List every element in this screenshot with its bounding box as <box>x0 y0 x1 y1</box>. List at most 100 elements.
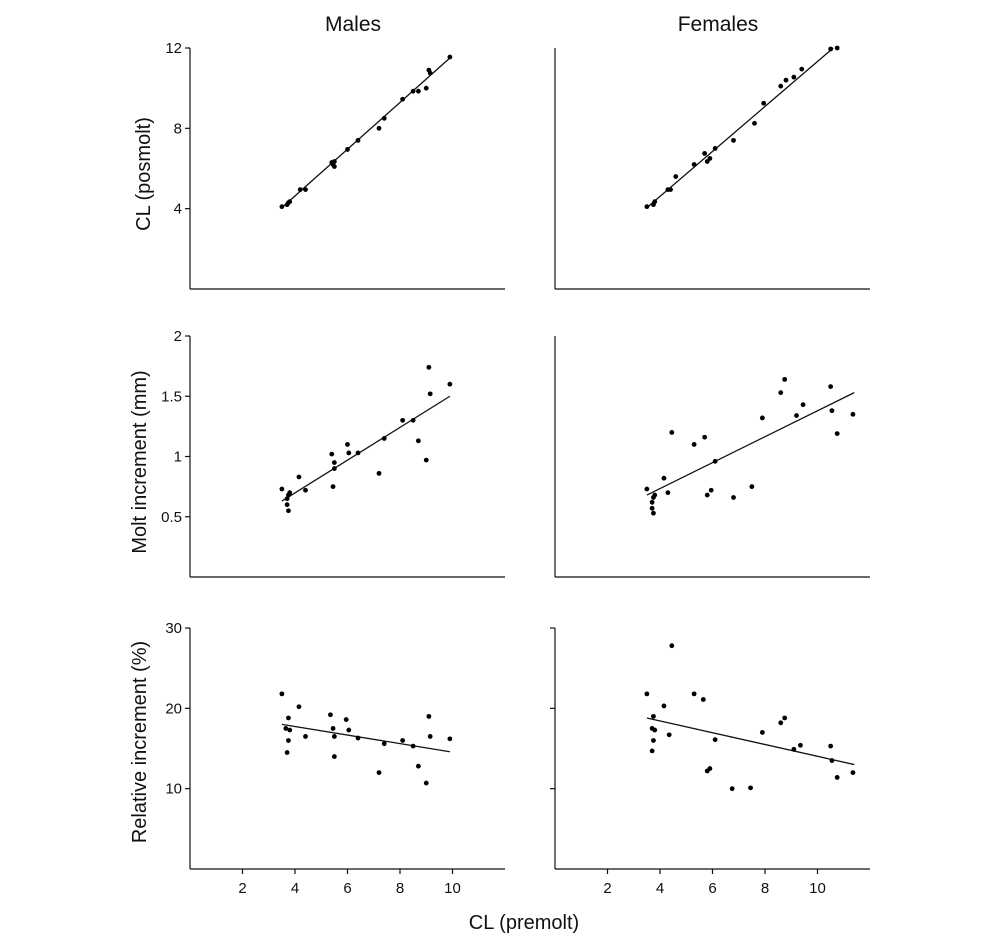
data-point <box>296 474 302 480</box>
data-point <box>828 46 834 52</box>
regression-line <box>646 47 834 209</box>
data-point <box>707 156 713 161</box>
data-point <box>355 450 361 456</box>
data-point <box>649 748 655 754</box>
data-point <box>287 490 293 496</box>
data-point <box>286 738 291 743</box>
data-point <box>283 726 289 731</box>
data-point <box>284 750 290 755</box>
data-point <box>329 451 335 457</box>
data-point <box>712 737 718 743</box>
data-point <box>712 146 718 151</box>
data-point <box>778 720 784 726</box>
data-point <box>410 417 416 423</box>
data-point <box>798 742 803 748</box>
data-point <box>651 713 656 719</box>
data-point <box>702 151 708 156</box>
data-point <box>712 458 718 464</box>
panel-males-molt-increment: 0.5 1 1.5 2 <box>161 328 505 578</box>
y-tick-label: 1 <box>174 449 182 466</box>
data-point <box>426 364 432 370</box>
x-tick-label: 10 <box>444 880 461 897</box>
data-point <box>423 85 429 91</box>
data-point <box>284 496 290 502</box>
data-point <box>673 174 679 179</box>
data-point <box>691 442 697 447</box>
data-point <box>800 402 806 408</box>
data-point <box>415 88 421 94</box>
column-title-females: Females <box>678 13 759 36</box>
data-point <box>759 730 765 735</box>
data-point <box>828 384 834 390</box>
data-point <box>331 159 337 164</box>
y-tick-label: 10 <box>165 781 182 798</box>
data-point <box>376 125 382 131</box>
x-tick-label: 4 <box>656 880 664 897</box>
data-point <box>415 763 421 769</box>
data-point <box>331 754 337 759</box>
data-point <box>279 486 285 492</box>
data-point <box>331 734 337 739</box>
ylabel-molt-increment: Molt increment (mm) <box>129 370 151 553</box>
data-point <box>426 713 432 719</box>
data-point <box>708 487 714 493</box>
data-point <box>331 466 337 471</box>
data-point <box>331 164 337 169</box>
x-tick-label: 2 <box>238 880 246 897</box>
data-point <box>782 715 788 721</box>
data-point <box>376 470 382 476</box>
x-tick-label: 6 <box>343 880 351 897</box>
regression-line <box>281 57 451 209</box>
x-tick-label: 4 <box>291 880 299 897</box>
panel-females-molt-increment <box>554 336 870 578</box>
data-point <box>287 199 293 205</box>
data-point <box>651 738 656 743</box>
data-point <box>376 770 382 775</box>
data-point <box>296 704 302 710</box>
data-point <box>731 137 736 143</box>
data-point <box>355 735 361 741</box>
data-point <box>778 390 784 396</box>
data-point <box>447 736 453 742</box>
data-point <box>644 204 650 210</box>
data-point <box>752 120 757 126</box>
data-point <box>691 691 697 697</box>
y-tick-label: 4 <box>174 201 182 218</box>
data-point <box>799 66 805 72</box>
data-point <box>287 727 293 733</box>
data-point <box>330 484 336 490</box>
regression-line <box>646 717 855 766</box>
data-point <box>669 643 675 649</box>
data-point <box>652 199 658 205</box>
data-point <box>850 411 856 417</box>
data-point <box>666 732 672 738</box>
panel-males-postmolt: 4 8 12 <box>165 40 505 290</box>
data-point <box>707 766 713 771</box>
data-point <box>649 505 655 511</box>
data-point <box>749 484 755 490</box>
x-tick-label: 8 <box>761 880 769 897</box>
ylabel-postmolt: CL (posmolt) <box>133 117 155 231</box>
data-point <box>447 54 453 60</box>
data-point <box>791 74 797 80</box>
data-point <box>834 45 840 51</box>
data-point <box>415 438 421 444</box>
data-point <box>828 743 834 749</box>
data-point <box>778 83 784 89</box>
data-point <box>381 436 387 441</box>
data-point <box>400 417 406 423</box>
data-point <box>346 727 352 733</box>
data-point <box>704 492 710 498</box>
data-point <box>644 691 650 697</box>
data-point <box>691 162 697 167</box>
data-point <box>410 88 416 94</box>
data-point <box>346 450 352 456</box>
column-title-males: Males <box>325 13 381 36</box>
data-point <box>651 510 656 516</box>
data-point <box>652 492 658 498</box>
data-point <box>729 786 735 792</box>
x-tick-label: 10 <box>809 880 826 897</box>
y-tick-label: 30 <box>165 620 182 637</box>
data-point <box>400 96 406 102</box>
